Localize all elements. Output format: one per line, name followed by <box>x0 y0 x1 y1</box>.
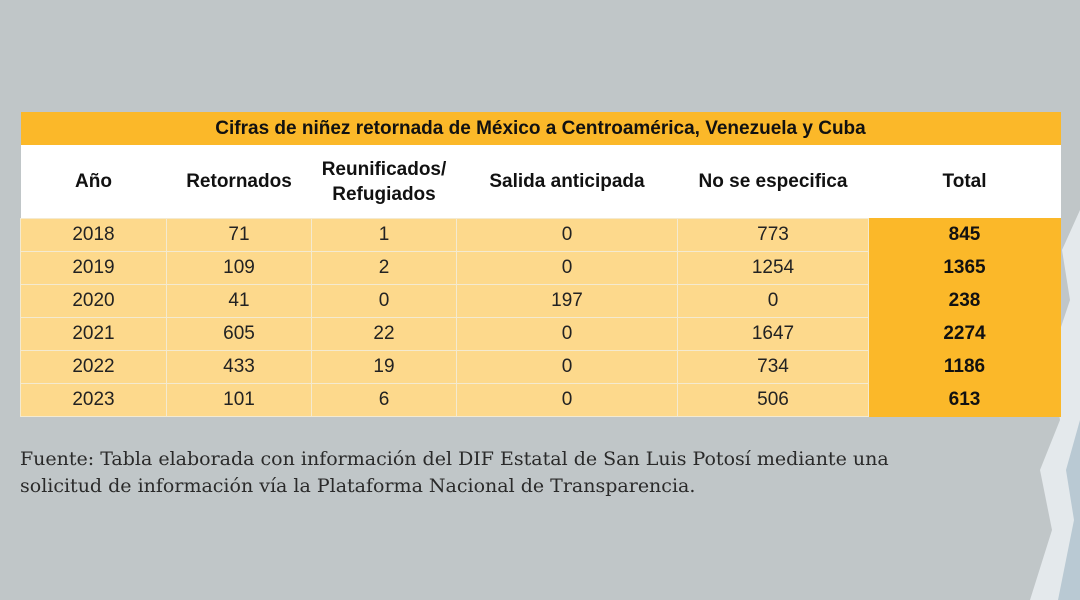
data-cell: 2 <box>311 251 457 285</box>
data-cell: 2018 <box>20 218 167 252</box>
table-row: 2019 109 2 0 1254 1365 <box>20 251 1062 285</box>
data-cell: 1647 <box>677 317 869 351</box>
header-cell: Total <box>868 145 1061 219</box>
header-row: Año Retornados Reunificados/ Refugiados Sal… <box>20 145 1061 219</box>
total-cell: 238 <box>867 284 1062 318</box>
header-label: Salida anticipada <box>489 171 645 192</box>
header-cell: No se especifica <box>677 145 869 219</box>
data-cell: 2019 <box>20 251 167 285</box>
header-cell: Reunificados/ Refugiados <box>311 145 457 219</box>
header-cell: Salida anticipada <box>456 145 678 219</box>
data-table: Cifras de niñez retornada de México a Ce… <box>20 112 1062 417</box>
header-label: No se especifica <box>698 171 848 192</box>
data-cell: 2020 <box>20 284 167 318</box>
total-cell: 613 <box>867 383 1062 417</box>
table-row: 2021 605 22 0 1647 2274 <box>20 317 1062 351</box>
data-cell: 433 <box>166 350 312 384</box>
data-cell: 2023 <box>20 383 167 417</box>
header-label: Año <box>75 171 112 192</box>
header-label: Reunificados/ Refugiados <box>321 158 447 205</box>
header-label: Total <box>942 171 987 192</box>
data-cell: 605 <box>166 317 312 351</box>
data-cell: 0 <box>456 218 678 252</box>
data-cell: 0 <box>456 350 678 384</box>
table-row: 2022 433 19 0 734 1186 <box>20 350 1062 384</box>
header-cell: Año <box>20 145 167 219</box>
paper-shape <box>1030 210 1080 600</box>
data-cell: 101 <box>166 383 312 417</box>
paper-shade <box>1058 420 1080 600</box>
data-cell: 109 <box>166 251 312 285</box>
total-cell: 845 <box>867 218 1062 252</box>
data-cell: 0 <box>456 317 678 351</box>
data-cell: 0 <box>311 284 457 318</box>
data-cell: 2021 <box>20 317 167 351</box>
data-cell: 71 <box>166 218 312 252</box>
data-cell: 2022 <box>20 350 167 384</box>
header-cell: Retornados <box>166 145 312 219</box>
total-cell: 1365 <box>867 251 1062 285</box>
data-cell: 0 <box>456 383 678 417</box>
data-cell: 1254 <box>677 251 869 285</box>
header-label: Retornados <box>186 171 292 192</box>
data-cell: 41 <box>166 284 312 318</box>
table-row: 2020 41 0 197 0 238 <box>20 284 1062 318</box>
source-note: Fuente: Tabla elaborada con información … <box>20 448 889 497</box>
table-title: Cifras de niñez retornada de México a Ce… <box>20 112 1061 145</box>
data-cell: 197 <box>456 284 678 318</box>
data-cell: 1 <box>311 218 457 252</box>
data-cell: 19 <box>311 350 457 384</box>
table-body: 2018 71 1 0 773 845 2019 109 2 0 1254 1365 2020 41 0 19… <box>20 218 1062 417</box>
data-cell: 22 <box>311 317 457 351</box>
table-row: 2018 71 1 0 773 845 <box>20 218 1062 252</box>
total-cell: 2274 <box>867 317 1062 351</box>
total-cell: 1186 <box>867 350 1062 384</box>
data-cell: 6 <box>311 383 457 417</box>
data-cell: 506 <box>677 383 869 417</box>
data-cell: 734 <box>677 350 869 384</box>
data-cell: 0 <box>677 284 869 318</box>
table-row: 2023 101 6 0 506 613 <box>20 383 1062 417</box>
data-cell: 0 <box>456 251 678 285</box>
data-cell: 773 <box>677 218 869 252</box>
